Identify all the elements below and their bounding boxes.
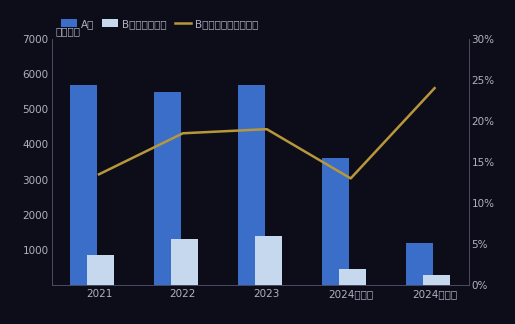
Bar — [171, 239, 198, 285]
Bar — [255, 236, 282, 285]
Bar — [71, 85, 97, 285]
Text: （万台）: （万台） — [56, 27, 81, 36]
Legend: A级, B级（含）以上, B级（含）以上渗透率: A级, B级（含）以上, B级（含）以上渗透率 — [57, 15, 263, 33]
Bar — [339, 269, 366, 285]
Bar — [87, 255, 114, 285]
Bar — [423, 274, 450, 285]
Bar — [238, 85, 265, 285]
Bar — [406, 243, 433, 285]
Bar — [154, 92, 181, 285]
Bar — [322, 158, 349, 285]
